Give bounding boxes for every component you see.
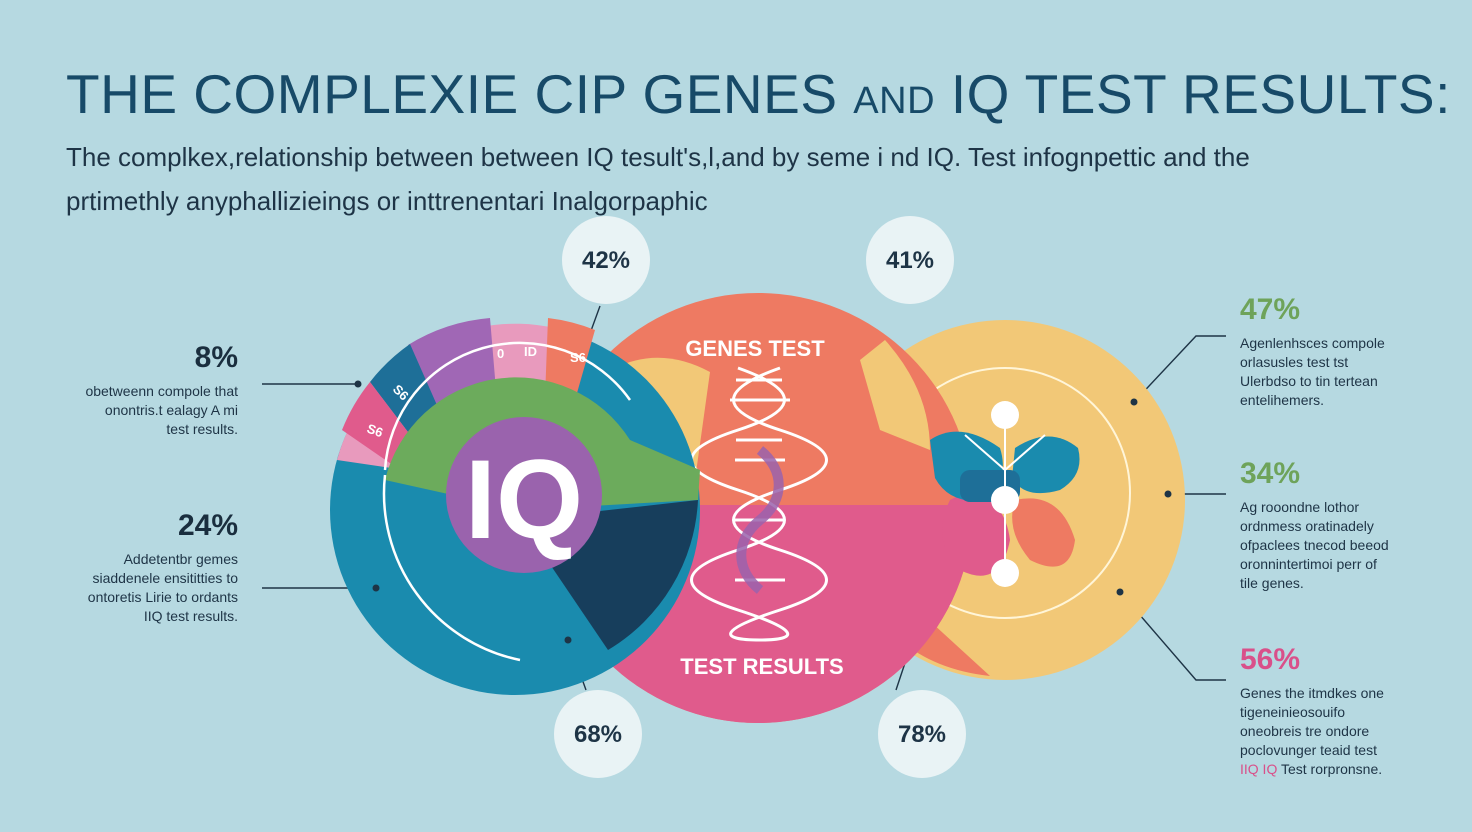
middle-yellow-overlap-right [860, 340, 930, 450]
callout-right-3-line: tigeneinieosouifo [1240, 704, 1346, 720]
callout-right-2-line: ofpaclees tnecod beeod [1240, 537, 1389, 553]
left-white-arc-2 [382, 474, 521, 662]
iq-label: IQ [465, 437, 583, 562]
cluster-pink-blob [942, 490, 1010, 576]
dna-purple-strand [736, 446, 784, 594]
callout-right-2-line: oronnintertimoi perr of [1240, 556, 1377, 572]
callout-right-2-line: ordnmess oratinadely [1240, 518, 1374, 534]
callout-left-1-line: test results. [166, 421, 238, 437]
left-band-pink [342, 382, 414, 470]
left-dot-1 [354, 380, 362, 388]
callout-left-1-line: onontris.t ealagy A mi [104, 402, 238, 418]
callout-right-1-line: entelihemers. [1240, 392, 1325, 408]
callout-right-3-pct: 56% [1240, 643, 1301, 676]
connector-right1 [1133, 335, 1226, 403]
iq-purple-circle [446, 417, 602, 573]
left-band-coral [545, 318, 595, 400]
callout-right-1-pct: 47% [1240, 293, 1301, 326]
dna-helix [690, 366, 828, 642]
cluster-coral-blob [1012, 498, 1075, 567]
bubble-top-right [866, 216, 954, 304]
left-dot-3 [564, 636, 572, 644]
title-tail: IQ TEST RESULTS: [950, 63, 1451, 125]
callout-left-2-line: siaddenele ensititties to [92, 570, 238, 586]
callout-left-1: 8% obetweenn compole that onontris.t eal… [85, 340, 238, 439]
page-title: THE COMPLEXIE CIP GENES AND IQ TEST RESU… [66, 62, 1451, 126]
callout-right-2-pct: 34% [1240, 457, 1301, 490]
callout-right-1-line: Agenlenhsces compole [1240, 335, 1385, 351]
callout-right-3: 56% Genes the itmdkes one tigeneinieosou… [1240, 642, 1384, 779]
callout-left-1-pct: 8% [194, 341, 238, 374]
bubble-top-right-value: 41% [886, 247, 934, 274]
cluster-node-top [991, 401, 1019, 429]
test-results-label: TEST RESULTS [680, 654, 843, 679]
callout-left-1-line: obetweenn compole that [85, 383, 238, 399]
callout-right-1-line: orlasusles test tst [1240, 354, 1349, 370]
callout-right-3-line: oneobreis tre ondore [1240, 723, 1370, 739]
segment-label-1: S6 [365, 421, 385, 441]
segment-label-5: S6 [570, 350, 586, 365]
bubble-bottom-left-value: 68% [574, 721, 622, 748]
callout-left-2-line: IIQ test results. [143, 608, 238, 624]
cluster-teal-right [1012, 436, 1080, 494]
segment-label-3: 0 [497, 346, 504, 361]
subtitle-line-2: prtimethly anyphallizieings or inttrenen… [66, 186, 708, 216]
callout-left-2-line: Addetentbr gemes [123, 551, 238, 567]
left-white-arc [383, 341, 632, 471]
callout-right-2-line: tile genes. [1240, 575, 1304, 591]
callout-left-2-line: ontoretis Lirie to ordants [87, 589, 238, 605]
callout-left-2: 24% Addetentbr gemes siaddenele ensititt… [88, 508, 238, 626]
connector-right3 [1119, 591, 1226, 681]
callout-left-2-pct: 24% [177, 509, 238, 542]
right-dot-3 [1116, 588, 1124, 596]
bubble-bottom-left [554, 690, 642, 778]
left-dot-2 [372, 584, 380, 592]
cluster-node-bottom [991, 559, 1019, 587]
callout-right-1: 47% Agenlenhsces compole orlasusles test… [1240, 292, 1385, 410]
genes-test-label: GENES TEST [685, 336, 825, 361]
right-dot-2 [1164, 490, 1172, 498]
right-dot [1130, 398, 1138, 406]
segment-label-4: ID [524, 344, 537, 359]
left-circle-group: IQ S6 S6 0 ID S6 [330, 318, 700, 695]
callout-right-3-line: poclovunger teaid test [1240, 742, 1377, 758]
callout-right-3-last-line: IIQ IQ Test rorpronsne. [1240, 760, 1384, 779]
title-and: AND [853, 80, 936, 122]
cluster-node-mid [991, 486, 1019, 514]
callout-right-1-line: Ulerbdso to tin tertean [1240, 373, 1378, 389]
callout-right-3-last-rest: Test rorpronsne. [1277, 761, 1383, 777]
callout-right-3-highlight: IIQ IQ [1240, 761, 1278, 777]
bubble-bottom-right [878, 690, 966, 778]
bubble-top-left-value: 42% [582, 247, 630, 274]
bubble-bottom-right-value: 78% [898, 721, 946, 748]
callout-right-2-line: Ag rooondne lothor [1240, 499, 1360, 515]
molecule-cluster [930, 401, 1080, 587]
title-main: THE COMPLEXIE CIP GENES [66, 63, 838, 125]
subtitle-line-1: The complkex,relationship between betwee… [66, 142, 1250, 172]
callout-right-2: 34% Ag rooondne lothor ordnmess oratinad… [1240, 456, 1389, 593]
callout-right-3-line: Genes the itmdkes one [1240, 685, 1384, 701]
bubble-top-left [562, 216, 650, 304]
